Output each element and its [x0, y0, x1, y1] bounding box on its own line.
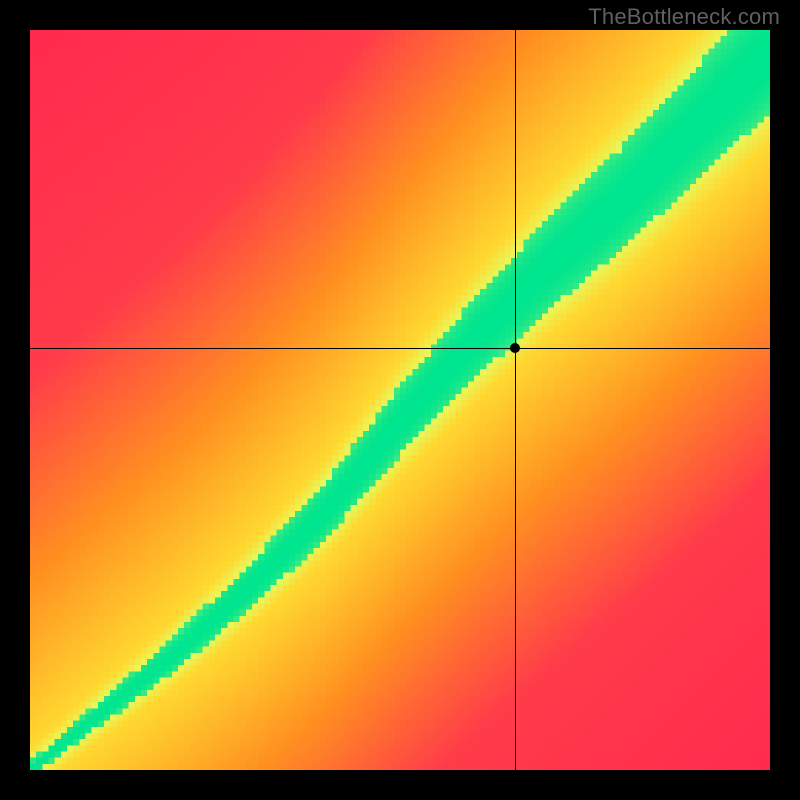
- plot-area: [30, 30, 770, 770]
- bottleneck-heatmap: [30, 30, 770, 770]
- watermark-text: TheBottleneck.com: [588, 4, 780, 30]
- selection-marker: [510, 343, 520, 353]
- crosshair-vertical: [515, 30, 516, 770]
- crosshair-horizontal: [30, 348, 770, 349]
